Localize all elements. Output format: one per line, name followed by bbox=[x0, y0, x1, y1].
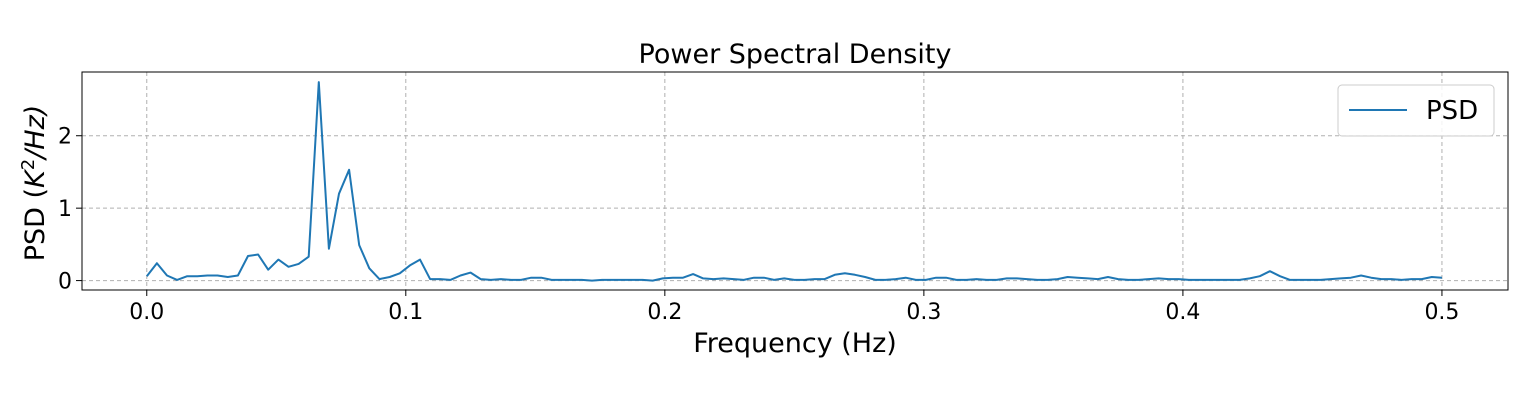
x-tick-label: 0.1 bbox=[388, 300, 423, 325]
series-layer bbox=[146, 81, 1442, 282]
legend-box bbox=[1337, 84, 1495, 137]
legend: PSD bbox=[1337, 84, 1495, 137]
y-axis-title-unit-exponent: 2 bbox=[18, 159, 39, 170]
grid-layer bbox=[82, 72, 1508, 290]
x-tick-label: 0.3 bbox=[906, 300, 941, 325]
y-tick-label: 2 bbox=[58, 125, 72, 150]
legend-label-psd: PSD bbox=[1426, 96, 1478, 126]
chart-title: Power Spectral Density bbox=[639, 39, 952, 70]
x-axis-title: Frequency (Hz) bbox=[693, 328, 897, 359]
y-axis-title: PSD (K2/Hz) bbox=[18, 105, 51, 262]
y-tick-label: 1 bbox=[58, 197, 72, 222]
y-tick-label: 0 bbox=[58, 270, 72, 295]
tick-layer: 0.0 0.1 0.2 0.3 0.4 0.5 0 1 2 bbox=[58, 125, 1459, 325]
x-tick-label: 0.0 bbox=[129, 300, 164, 325]
x-tick-label: 0.2 bbox=[647, 300, 682, 325]
y-axis-title-unit-base: K bbox=[20, 168, 51, 188]
x-tick-label: 0.4 bbox=[1165, 300, 1200, 325]
y-axis-title-prefix: PSD ( bbox=[20, 188, 51, 261]
axes-frame bbox=[81, 71, 1509, 291]
series-line-psd bbox=[146, 81, 1442, 282]
y-axis-title-unit-suffix: /Hz) bbox=[20, 105, 51, 161]
x-tick-label: 0.5 bbox=[1424, 300, 1459, 325]
